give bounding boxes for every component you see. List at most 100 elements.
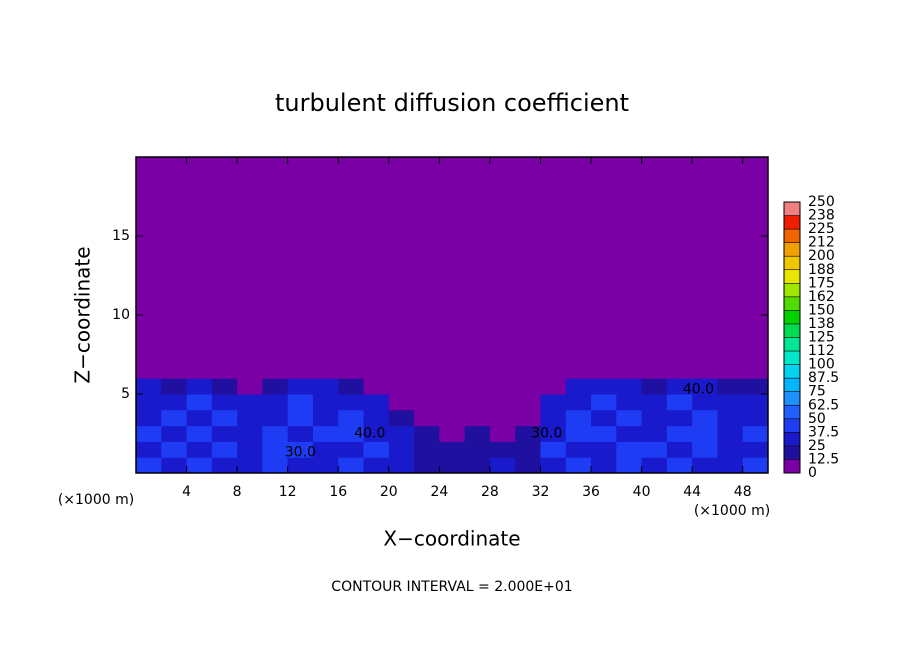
heat-cell (211, 378, 238, 395)
heat-cell (565, 425, 592, 442)
heat-cell (591, 394, 617, 411)
heat-cell (262, 157, 289, 379)
heat-cell (717, 378, 744, 395)
y-unit: (×1000 m) (58, 492, 134, 508)
heat-cell (515, 441, 541, 458)
colorbar-label: 37.5 (808, 424, 839, 440)
colorbar-label: 238 (808, 208, 835, 224)
heat-cell (136, 457, 162, 474)
colorbar-swatch (784, 310, 800, 324)
y-axis-label: Z−coordinate (71, 246, 95, 383)
heat-cell (414, 425, 440, 442)
heat-cell (464, 378, 491, 395)
heat-cell (489, 378, 516, 395)
heat-cell (338, 425, 365, 442)
heat-cell (363, 425, 390, 442)
heat-cell (287, 425, 314, 442)
heat-cell (742, 425, 769, 442)
colorbar-label: 25 (808, 438, 826, 454)
heat-cell (616, 409, 643, 427)
heat-cell (186, 441, 213, 458)
heat-cell (338, 457, 365, 474)
colorbar-swatch (784, 459, 800, 473)
heat-cell (565, 394, 592, 411)
heat-cell (211, 409, 238, 427)
heat-cell (161, 409, 188, 427)
heat-cell (641, 457, 668, 474)
heat-cell (312, 409, 339, 427)
heat-cell (237, 425, 263, 442)
heat-cell (312, 457, 339, 474)
heat-cell (338, 441, 365, 458)
heat-cell (287, 394, 314, 411)
heat-cell (312, 378, 339, 395)
heat-cell (464, 157, 491, 379)
colorbar-label: 125 (808, 330, 835, 346)
heat-cell (540, 425, 567, 442)
heat-cell (414, 157, 440, 379)
colorbar-swatch (784, 418, 800, 433)
heat-cell (312, 157, 339, 379)
x-tick-label: 48 (734, 484, 752, 500)
y-tick-label: 10 (112, 307, 130, 323)
colorbar-label: 200 (808, 248, 835, 264)
colorbar-label: 0 (808, 465, 817, 481)
heat-cell (591, 425, 617, 442)
heat-cell (186, 378, 213, 395)
colorbar-label: 12.5 (808, 451, 839, 467)
colorbar-swatch (784, 378, 800, 392)
heat-cell (161, 441, 188, 458)
heat-cell (591, 409, 617, 427)
colorbar-swatch (784, 323, 800, 338)
heat-cell (186, 409, 213, 427)
heat-cell (666, 425, 693, 442)
heat-cell (186, 157, 213, 379)
colorbar-swatch (784, 269, 800, 284)
colorbar-swatch (784, 215, 800, 230)
x-tick-label: 12 (279, 484, 297, 500)
x-tick-label: 32 (532, 484, 550, 500)
heat-cell (464, 425, 491, 442)
heat-cell (591, 157, 617, 379)
heat-cell (515, 378, 541, 395)
colorbar-label: 225 (808, 221, 835, 237)
heat-cell (666, 394, 693, 411)
heat-cell (692, 457, 718, 474)
heat-cell (388, 409, 415, 427)
heat-cell (540, 441, 567, 458)
heat-cell (616, 157, 643, 379)
colorbar-label: 100 (808, 357, 835, 373)
heat-cell (237, 457, 263, 474)
heat-cell (338, 409, 365, 427)
colorbar-swatch (784, 229, 800, 243)
colorbar-label: 62.5 (808, 397, 839, 413)
heat-cell (515, 409, 541, 427)
contour-label: 40.0 (683, 381, 714, 397)
heat-cell (161, 425, 188, 442)
heat-cell (237, 157, 263, 379)
heat-cell (515, 457, 541, 474)
heat-cell (717, 425, 744, 442)
heat-cell (388, 425, 415, 442)
heat-cell (363, 441, 390, 458)
heat-cell (464, 409, 491, 427)
heat-cell (363, 378, 390, 395)
heat-cell (161, 378, 188, 395)
heat-cell (388, 157, 415, 379)
heat-cell (262, 457, 289, 474)
heat-cell (237, 441, 263, 458)
heat-cell (211, 394, 238, 411)
heat-cell (414, 457, 440, 474)
heat-cell (641, 157, 668, 379)
heat-cell (414, 409, 440, 427)
heat-cell (717, 394, 744, 411)
heat-cell (388, 394, 415, 411)
heat-cell (489, 457, 516, 474)
heat-cell (287, 157, 314, 379)
heat-cell (515, 157, 541, 379)
colorbar-swatch (784, 283, 800, 297)
heat-cell (591, 441, 617, 458)
heat-cell (616, 457, 643, 474)
heat-cell (641, 378, 668, 395)
